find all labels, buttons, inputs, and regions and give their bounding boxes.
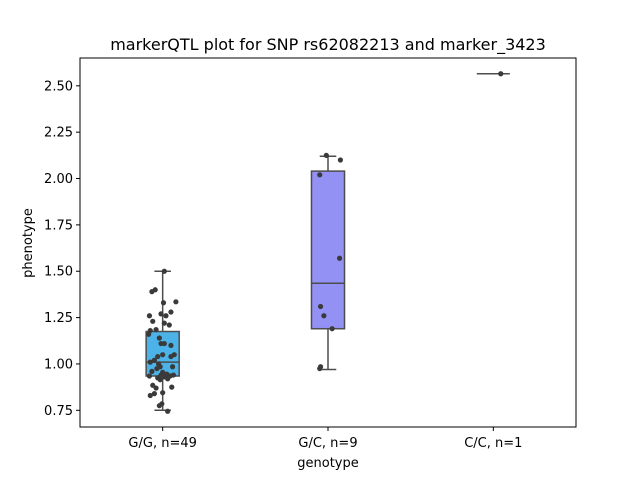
data-point	[147, 392, 153, 399]
data-point	[165, 408, 171, 414]
data-point	[337, 157, 343, 163]
data-point	[158, 311, 164, 317]
data-point	[161, 268, 167, 274]
data-point	[156, 335, 162, 341]
data-point	[149, 368, 155, 374]
y-tick-label: 2.00	[44, 172, 73, 187]
y-tick-label: 2.50	[44, 79, 73, 94]
data-point	[336, 255, 343, 261]
data-point	[169, 384, 175, 390]
data-point	[150, 318, 156, 324]
x-axis-label: genotype	[297, 456, 358, 471]
data-point	[146, 373, 153, 379]
data-point	[173, 299, 179, 305]
y-tick-label: 1.25	[44, 311, 73, 326]
data-point	[151, 391, 157, 397]
data-point	[157, 377, 163, 383]
data-point	[160, 352, 166, 358]
data-point	[167, 373, 173, 379]
data-point	[146, 313, 153, 319]
chart-title: markerQTL plot for SNP rs62082213 and ma…	[110, 35, 546, 55]
y-axis-label: phenotype	[21, 208, 36, 278]
data-point	[161, 320, 167, 326]
data-point	[317, 172, 323, 178]
data-point	[163, 313, 169, 319]
data-point	[323, 152, 329, 158]
y-tick-label: 0.75	[44, 404, 73, 419]
data-point	[169, 364, 176, 370]
data-point	[168, 353, 174, 360]
x-tick-label: C/C, n=1	[464, 436, 522, 451]
data-point	[152, 287, 158, 293]
data-point	[160, 300, 167, 306]
data-point	[168, 342, 174, 349]
data-point	[154, 365, 160, 372]
y-tick-label: 1.00	[44, 357, 73, 372]
y-axis: 0.75 1.00 1.25 1.50 1.75 2.00 2.25 2.50	[44, 79, 80, 419]
y-tick-label: 2.25	[44, 126, 73, 141]
data-point	[153, 327, 159, 333]
x-axis: G/G, n=49 G/C, n=9 C/C, n=1	[128, 427, 522, 451]
x-tick-label: G/G, n=49	[128, 436, 196, 451]
data-point	[168, 309, 174, 315]
box-group	[310, 155, 346, 371]
data-point	[146, 331, 152, 337]
x-tick-label: G/C, n=9	[298, 436, 357, 451]
y-tick-label: 1.75	[44, 218, 73, 233]
points-layer	[146, 71, 504, 414]
data-point	[155, 353, 161, 360]
data-point	[321, 313, 327, 319]
data-point	[329, 326, 335, 332]
data-point	[498, 71, 504, 77]
iqr-box	[310, 170, 346, 330]
data-point	[161, 340, 167, 347]
data-point	[317, 303, 324, 310]
data-point	[153, 385, 159, 391]
data-point	[151, 357, 157, 363]
data-point	[160, 390, 166, 396]
data-point	[159, 401, 165, 407]
data-point	[166, 322, 172, 328]
data-point	[147, 359, 153, 365]
y-tick-label: 1.50	[44, 265, 73, 280]
data-point	[317, 365, 323, 372]
